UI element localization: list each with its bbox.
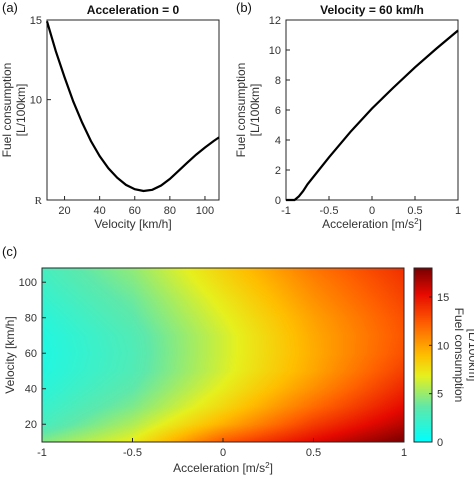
panel-b-ytick-label: 12 bbox=[269, 15, 281, 27]
panel-c-ytick-label: 20 bbox=[25, 419, 37, 431]
panel-a-ytick-label: 15 bbox=[30, 15, 42, 27]
panel-b-ytick-label: 4 bbox=[275, 135, 281, 147]
panel-b: -1 -0.5 0 0.5 1 0 2 4 6 8 10 12 Acceleration [m/s2… bbox=[234, 15, 461, 231]
panel-c-xtick-label: -0.5 bbox=[123, 447, 142, 459]
colorbar-tick-label: 10 bbox=[437, 340, 449, 352]
panel-c-ylabel: Velocity [km/h] bbox=[3, 316, 17, 393]
panel-b-xtick-label: -0.5 bbox=[320, 205, 339, 217]
panel-c-xtick-label: -1 bbox=[37, 447, 47, 459]
colorbar-holder bbox=[414, 268, 432, 442]
panel-c-xlabel: Acceleration [m/s2] bbox=[173, 461, 273, 476]
panel-a-title: Acceleration = 0 bbox=[87, 3, 180, 17]
heatmap-canvas-holder bbox=[42, 268, 404, 442]
panel-b-axes-box bbox=[285, 19, 459, 201]
panel-a: 20 40 60 80 100 R 10 15 Velocity [km/h] Fuel c… bbox=[0, 15, 220, 231]
panel-a-xtick-label: 40 bbox=[94, 205, 106, 217]
panel-b-ytick-label: 0 bbox=[275, 195, 281, 207]
panel-a-xtick-label: 100 bbox=[196, 205, 214, 217]
panel-a-axes-box bbox=[46, 19, 220, 201]
panel-c-ytick-label: 80 bbox=[25, 313, 37, 325]
panel-b-fuel-curve bbox=[286, 29, 459, 202]
panel-a-xtick-label: 20 bbox=[58, 205, 70, 217]
panel-c-ytick-label: 60 bbox=[25, 348, 37, 360]
panel-a-ytick-label: 10 bbox=[30, 95, 42, 107]
panel-b-ylabel-line1: Fuel consumption bbox=[234, 63, 248, 158]
panel-b-ytick-label: 6 bbox=[275, 105, 281, 117]
panel-a-xtick-label: 80 bbox=[164, 205, 176, 217]
panel-c-ytick-label: 40 bbox=[25, 384, 37, 396]
panel-b-ytick-label: 8 bbox=[275, 75, 281, 87]
colorbar-tick-label: 5 bbox=[437, 389, 443, 401]
panel-label-b: (b) bbox=[236, 0, 252, 15]
panel-b-xtick-label: 0.5 bbox=[407, 205, 422, 217]
colorbar-label-line2: [L/100km] bbox=[466, 329, 474, 382]
panel-c-xtick-label: 0 bbox=[220, 447, 226, 459]
panel-a-xlabel: Velocity [km/h] bbox=[94, 217, 171, 231]
panel-c-ytick-label: 100 bbox=[19, 277, 37, 289]
panel-label-a: (a) bbox=[2, 0, 18, 15]
panel-label-c: (c) bbox=[2, 244, 17, 259]
colorbar-tick-label: 15 bbox=[437, 292, 449, 304]
colorbar bbox=[414, 268, 432, 442]
colorbar-tick-label: 0 bbox=[437, 437, 443, 449]
panel-c-xtick-label: 1 bbox=[401, 447, 407, 459]
panel-a-ylabel-line2: [L/100km] bbox=[14, 84, 28, 137]
panel-b-title: Velocity = 60 km/h bbox=[320, 3, 424, 17]
panel-c-xtick-label: 0.5 bbox=[306, 447, 321, 459]
panel-a-ytick-label: R bbox=[35, 195, 43, 207]
panel-b-ylabel-line2: [L/100km] bbox=[248, 84, 262, 137]
panel-b-xtick-label: -1 bbox=[281, 205, 291, 217]
colorbar-box bbox=[413, 267, 433, 443]
heatmap bbox=[42, 268, 404, 442]
panel-b-xtick-label: 0 bbox=[369, 205, 375, 217]
colorbar-label-line1: Fuel consumption bbox=[452, 308, 466, 403]
panel-b-ytick-label: 2 bbox=[275, 165, 281, 177]
panel-a-xtick-label: 60 bbox=[129, 205, 141, 217]
panel-b-xlabel: Acceleration [m/s2] bbox=[322, 217, 422, 232]
panel-a-ylabel-line1: Fuel consumption bbox=[0, 63, 14, 158]
panel-b-ytick-label: 10 bbox=[269, 45, 281, 57]
panel-b-xtick-label: 1 bbox=[455, 205, 461, 217]
panel-a-fuel-curve bbox=[45, 20, 220, 193]
